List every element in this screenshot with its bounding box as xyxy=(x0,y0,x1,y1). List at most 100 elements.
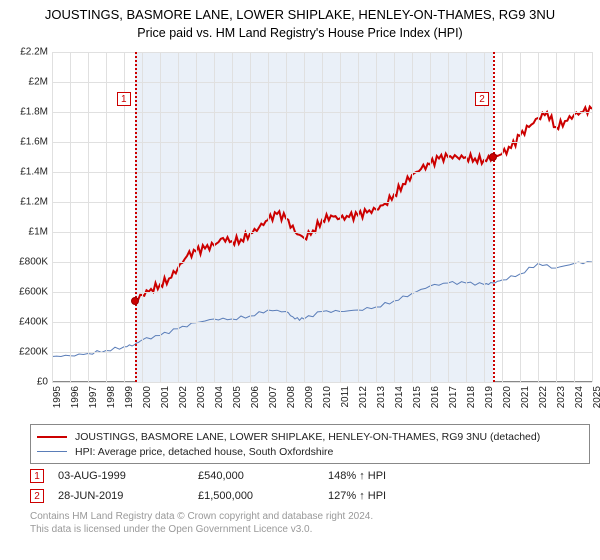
x-axis-label: 1999 xyxy=(124,386,129,408)
x-axis-label: 1997 xyxy=(88,386,93,408)
x-axis-label: 2002 xyxy=(178,386,183,408)
x-axis-label: 2019 xyxy=(484,386,489,408)
x-axis-label: 2015 xyxy=(412,386,417,408)
y-axis-label: £2.2M xyxy=(2,47,48,58)
x-axis-label: 2023 xyxy=(556,386,561,408)
gridline-v xyxy=(142,52,143,382)
x-axis-label: 2018 xyxy=(466,386,471,408)
gridline-v xyxy=(322,52,323,382)
gridline-v xyxy=(574,52,575,382)
gridline-v xyxy=(304,52,305,382)
y-axis-label: £1.8M xyxy=(2,107,48,118)
gridline-v xyxy=(70,52,71,382)
y-axis-label: £2M xyxy=(2,77,48,88)
gridline-v xyxy=(214,52,215,382)
data-row-badge: 2 xyxy=(30,489,44,503)
x-axis-label: 2007 xyxy=(268,386,273,408)
x-axis-label: 2022 xyxy=(538,386,543,408)
gridline-v xyxy=(88,52,89,382)
y-axis-label: £1M xyxy=(2,227,48,238)
y-axis-label: £200K xyxy=(2,347,48,358)
event-badge-1: 1 xyxy=(117,92,131,106)
gridline-v xyxy=(106,52,107,382)
x-axis-label: 2005 xyxy=(232,386,237,408)
x-axis-label: 1995 xyxy=(52,386,57,408)
legend-row: HPI: Average price, detached house, Sout… xyxy=(37,444,583,459)
gridline-v xyxy=(556,52,557,382)
gridline-v xyxy=(412,52,413,382)
chart-container: JOUSTINGS, BASMORE LANE, LOWER SHIPLAKE,… xyxy=(0,0,600,560)
plot-surface: £0£200K£400K£600K£800K£1M£1.2M£1.4M£1.6M… xyxy=(52,52,592,382)
event-line-2 xyxy=(493,52,495,382)
legend-label: HPI: Average price, detached house, Sout… xyxy=(75,446,333,458)
x-axis-label: 2003 xyxy=(196,386,201,408)
x-axis-label: 2006 xyxy=(250,386,255,408)
y-axis-label: £1.2M xyxy=(2,197,48,208)
series-line-property xyxy=(135,107,592,301)
x-axis-label: 2012 xyxy=(358,386,363,408)
event-data-rows: 1 03-AUG-1999£540,000148% ↑ HPI 2 28-JUN-20… xyxy=(30,466,590,506)
gridline-v xyxy=(376,52,377,382)
gridline-v xyxy=(268,52,269,382)
x-axis-label: 2011 xyxy=(340,386,345,408)
footer-attribution: Contains HM Land Registry data © Crown c… xyxy=(30,510,590,536)
legend-swatch xyxy=(37,436,67,438)
y-axis-label: £0 xyxy=(2,377,48,388)
gridline-v xyxy=(160,52,161,382)
y-axis-label: £1.6M xyxy=(2,137,48,148)
gridline-v xyxy=(592,52,593,382)
data-row-date: 03-AUG-1999 xyxy=(58,470,198,482)
chart-subtitle: Price paid vs. HM Land Registry's House … xyxy=(0,24,600,40)
footer-line-1: Contains HM Land Registry data © Crown c… xyxy=(30,510,590,523)
footer-line-2: This data is licensed under the Open Gov… xyxy=(30,523,590,536)
x-axis-label: 2025 xyxy=(592,386,597,408)
gridline-v xyxy=(394,52,395,382)
gridline-v xyxy=(520,52,521,382)
x-axis-label: 2009 xyxy=(304,386,309,408)
event-marker-2 xyxy=(489,153,497,161)
gridline-v xyxy=(178,52,179,382)
x-axis-label: 2017 xyxy=(448,386,453,408)
gridline-v xyxy=(250,52,251,382)
data-row-price: £1,500,000 xyxy=(198,490,328,502)
legend-box: JOUSTINGS, BASMORE LANE, LOWER SHIPLAKE,… xyxy=(30,424,590,464)
data-row: 2 28-JUN-2019£1,500,000127% ↑ HPI xyxy=(30,486,590,506)
data-row-pct: 148% ↑ HPI xyxy=(328,470,448,482)
x-axis-label: 2013 xyxy=(376,386,381,408)
gridline-v xyxy=(538,52,539,382)
data-row: 1 03-AUG-1999£540,000148% ↑ HPI xyxy=(30,466,590,486)
data-row-pct: 127% ↑ HPI xyxy=(328,490,448,502)
gridline-v xyxy=(286,52,287,382)
x-axis-label: 2014 xyxy=(394,386,399,408)
y-axis-label: £400K xyxy=(2,317,48,328)
gridline-v xyxy=(340,52,341,382)
event-marker-1 xyxy=(131,297,139,305)
x-axis-label: 2001 xyxy=(160,386,165,408)
event-badge-2: 2 xyxy=(475,92,489,106)
x-axis-label: 2020 xyxy=(502,386,507,408)
x-axis-label: 2000 xyxy=(142,386,147,408)
y-axis-label: £1.4M xyxy=(2,167,48,178)
gridline-v xyxy=(502,52,503,382)
legend-row: JOUSTINGS, BASMORE LANE, LOWER SHIPLAKE,… xyxy=(37,429,583,444)
x-axis-label: 2008 xyxy=(286,386,291,408)
legend-label: JOUSTINGS, BASMORE LANE, LOWER SHIPLAKE,… xyxy=(75,431,540,443)
gridline-v xyxy=(196,52,197,382)
x-axis-label: 2016 xyxy=(430,386,435,408)
gridline-v xyxy=(232,52,233,382)
event-line-1 xyxy=(135,52,137,382)
x-axis-label: 2021 xyxy=(520,386,525,408)
legend-swatch xyxy=(37,451,67,452)
x-axis-label: 2004 xyxy=(214,386,219,408)
data-row-badge: 1 xyxy=(30,469,44,483)
data-row-price: £540,000 xyxy=(198,470,328,482)
gridline-h xyxy=(52,382,592,383)
chart-title: JOUSTINGS, BASMORE LANE, LOWER SHIPLAKE,… xyxy=(0,0,600,24)
data-row-date: 28-JUN-2019 xyxy=(58,490,198,502)
gridline-v xyxy=(466,52,467,382)
gridline-v xyxy=(448,52,449,382)
y-axis-label: £800K xyxy=(2,257,48,268)
y-axis-label: £600K xyxy=(2,287,48,298)
x-axis-label: 2024 xyxy=(574,386,579,408)
gridline-v xyxy=(52,52,53,382)
